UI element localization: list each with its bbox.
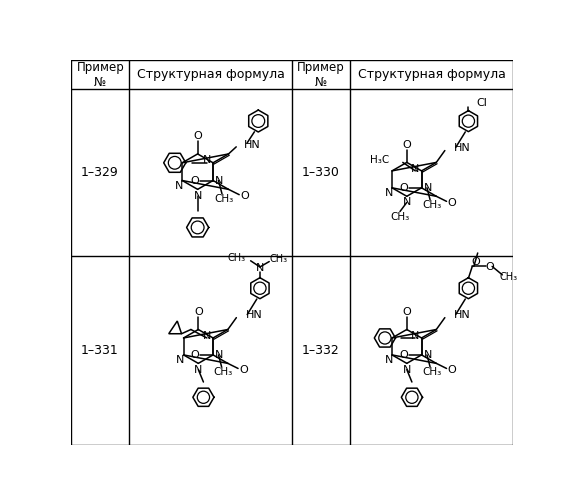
Text: N: N (385, 356, 393, 366)
Text: HN: HN (244, 140, 260, 149)
Text: N: N (193, 190, 202, 200)
Text: CH₃: CH₃ (422, 200, 441, 210)
Text: N: N (203, 156, 211, 166)
Text: O: O (399, 350, 408, 360)
Text: O: O (190, 350, 200, 360)
Text: O: O (472, 257, 481, 267)
Text: CH₃: CH₃ (499, 272, 518, 282)
Text: Пример
№: Пример № (76, 60, 124, 88)
Text: N: N (176, 356, 185, 366)
Text: N: N (215, 350, 223, 360)
Text: 1–330: 1–330 (302, 166, 340, 179)
Text: N: N (424, 350, 432, 360)
Text: O: O (402, 307, 411, 317)
Text: CH₃: CH₃ (422, 367, 441, 377)
Text: HN: HN (246, 310, 262, 320)
Text: HN: HN (454, 310, 471, 320)
Text: O: O (486, 262, 494, 272)
Text: N: N (256, 264, 264, 274)
Text: CH₃: CH₃ (214, 194, 233, 204)
Text: O: O (190, 176, 199, 186)
Text: N: N (215, 176, 223, 186)
Text: N: N (402, 198, 411, 207)
Text: N: N (385, 188, 393, 198)
Text: O: O (239, 365, 248, 375)
Text: 1–331: 1–331 (81, 344, 119, 357)
Text: N: N (411, 330, 420, 340)
Text: N: N (411, 164, 420, 173)
Text: 1–329: 1–329 (81, 166, 119, 179)
Text: O: O (447, 365, 457, 375)
Text: N: N (175, 181, 184, 191)
Text: N: N (424, 183, 432, 193)
Text: Cl: Cl (476, 98, 487, 108)
Text: HN: HN (454, 143, 471, 153)
Text: O: O (402, 140, 411, 150)
Text: CH₃: CH₃ (269, 254, 287, 264)
Text: Структурная формула: Структурная формула (358, 68, 506, 81)
Text: O: O (241, 191, 249, 201)
Text: O: O (193, 131, 202, 141)
Text: N: N (402, 364, 411, 374)
Text: CH₃: CH₃ (228, 252, 246, 262)
Text: 1–332: 1–332 (302, 344, 340, 357)
Text: O: O (447, 198, 457, 208)
Text: H₃C: H₃C (369, 155, 389, 165)
Text: O: O (194, 307, 203, 317)
Text: Структурная формула: Структурная формула (137, 68, 284, 81)
Text: CH₃: CH₃ (214, 367, 233, 377)
Text: CH₃: CH₃ (390, 212, 410, 222)
Text: N: N (203, 330, 211, 340)
Text: Пример
№: Пример № (298, 60, 345, 88)
Text: N: N (194, 364, 202, 374)
Text: O: O (399, 183, 408, 193)
